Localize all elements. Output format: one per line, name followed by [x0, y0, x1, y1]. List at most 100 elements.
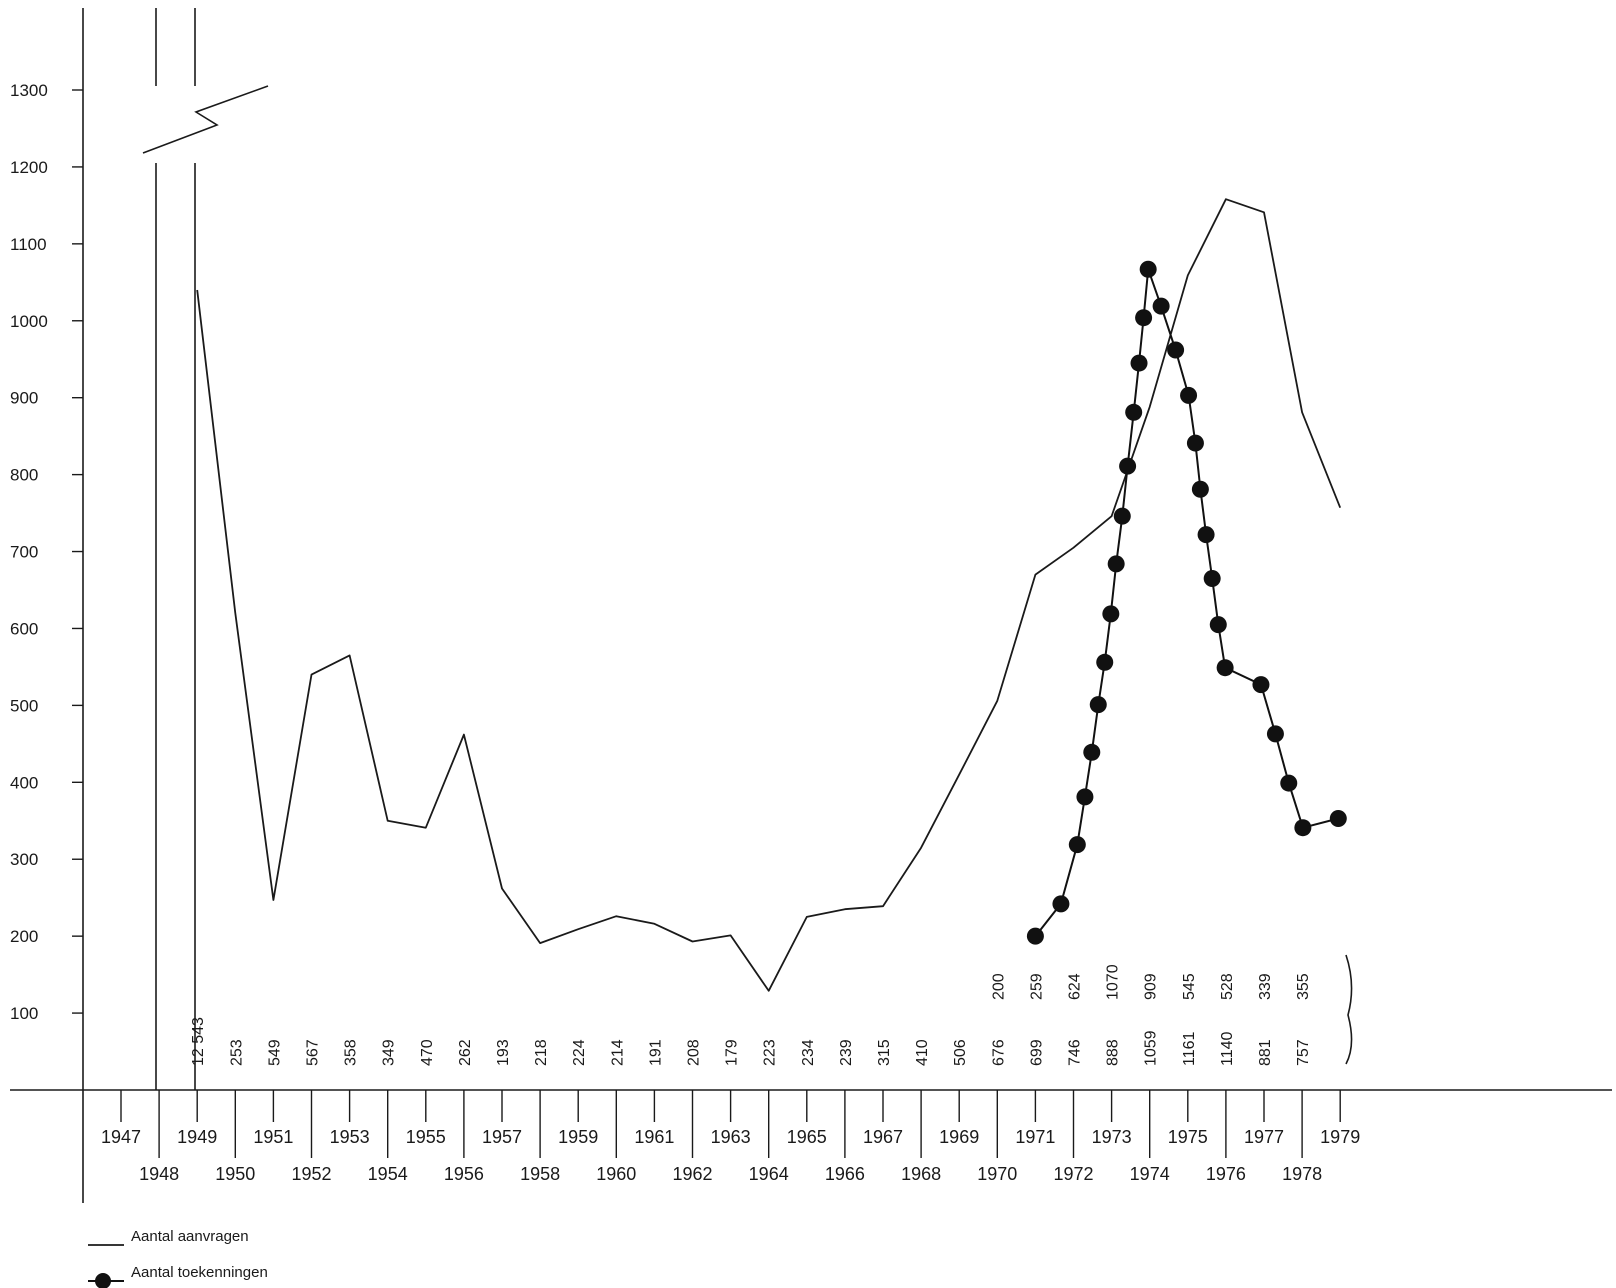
value-label-top: 1070: [1105, 964, 1122, 1000]
y-tick-label: 1200: [10, 158, 48, 177]
value-label-bottom: 191: [647, 1039, 664, 1066]
x-tick-label: 1953: [330, 1127, 370, 1147]
x-tick-label: 1976: [1206, 1164, 1246, 1184]
value-label-bottom: 1059: [1143, 1030, 1160, 1066]
series-point-toekenningen: [1152, 297, 1170, 315]
y-tick-label: 100: [10, 1004, 38, 1023]
value-label-bottom: 1140: [1219, 1031, 1236, 1066]
value-label-bottom: 224: [571, 1039, 588, 1066]
axis-break-zigzag: [142, 85, 269, 154]
x-tick-label: 1951: [253, 1127, 293, 1147]
value-label-bottom: 470: [419, 1039, 436, 1066]
x-tick-label: 1960: [596, 1164, 636, 1184]
series-point-toekenningen: [1186, 434, 1204, 452]
series-point-toekenningen: [1252, 676, 1270, 694]
series-point-toekenningen: [1209, 616, 1227, 634]
x-tick-label: 1977: [1244, 1127, 1284, 1147]
value-label-bottom: 253: [228, 1039, 245, 1066]
series-point-toekenningen: [1135, 309, 1153, 327]
x-tick-label: 1958: [520, 1164, 560, 1184]
value-label-bottom: 349: [381, 1039, 398, 1066]
series-point-toekenningen: [1203, 569, 1221, 587]
y-tick-label: 400: [10, 773, 38, 792]
x-axis-ticks: 1947 1948 1949 1950 1951 1952 1953 1954 1955 1956…: [101, 1090, 1360, 1184]
value-table-brace: [1345, 954, 1353, 1065]
value-label-top: 339: [1257, 973, 1274, 1000]
series-point-toekenningen: [1076, 788, 1094, 806]
x-tick-label: 1975: [1168, 1127, 1208, 1147]
series-point-toekenningen: [1089, 696, 1107, 714]
value-label-bottom: 358: [343, 1039, 360, 1066]
value-labels: 12 543 253 549 567 358 349 470 262 193 218 224 214 1…: [190, 954, 1353, 1066]
x-tick-label: 1974: [1130, 1164, 1170, 1184]
value-label-bottom: 757: [1295, 1039, 1312, 1066]
value-label-bottom: 676: [990, 1039, 1007, 1066]
axes: [10, 8, 1612, 1203]
x-tick-label: 1964: [749, 1164, 789, 1184]
x-tick-label: 1957: [482, 1127, 522, 1147]
value-label-bottom: 410: [914, 1039, 931, 1066]
value-label-bottom: 208: [686, 1039, 703, 1066]
x-tick-label: 1963: [711, 1127, 751, 1147]
value-label-bottom: 549: [266, 1039, 283, 1066]
value-label-top: 909: [1143, 973, 1160, 1000]
series-point-toekenningen: [1197, 526, 1215, 544]
value-label-bottom: 223: [762, 1039, 779, 1066]
x-tick-label: 1954: [368, 1164, 408, 1184]
series-point-toekenningen: [1191, 480, 1209, 498]
y-tick-label: 300: [10, 850, 38, 869]
x-tick-label: 1972: [1053, 1164, 1093, 1184]
value-label-bottom: 506: [952, 1039, 969, 1066]
series-point-toekenningen: [1180, 386, 1198, 404]
x-tick-label: 1969: [939, 1127, 979, 1147]
x-tick-label: 1961: [634, 1127, 674, 1147]
value-label-top: 200: [990, 973, 1007, 1000]
series-line-aanvragen: [196, 198, 1342, 992]
series-point-toekenningen: [1125, 403, 1143, 421]
value-label-bottom: 1161: [1181, 1031, 1198, 1066]
series-point-toekenningen: [1083, 743, 1101, 761]
y-tick-label: 200: [10, 927, 38, 946]
y-tick-label: 700: [10, 543, 38, 562]
value-label-bottom: 179: [724, 1039, 741, 1066]
y-axis-ticks: 100 200 300 400 500 600 700 800 900 1000 1100 1200 1…: [10, 81, 83, 1023]
value-label-top: 624: [1067, 973, 1084, 1000]
x-tick-label: 1968: [901, 1164, 941, 1184]
series-point-toekenningen: [1119, 457, 1137, 475]
series-point-toekenningen: [1130, 354, 1148, 372]
value-label-bottom: 234: [800, 1039, 817, 1066]
y-tick-label: 900: [10, 389, 38, 408]
x-tick-label: 1962: [672, 1164, 712, 1184]
x-tick-label: 1952: [291, 1164, 331, 1184]
value-label-bottom: 239: [838, 1039, 855, 1066]
legend: Aantal aanvragen Aantal toekenningen: [88, 1228, 268, 1288]
value-label-bottom: 881: [1257, 1039, 1274, 1066]
x-tick-label: 1978: [1282, 1164, 1322, 1184]
x-tick-label: 1949: [177, 1127, 217, 1147]
x-tick-label: 1967: [863, 1127, 903, 1147]
x-tick-label: 1948: [139, 1164, 179, 1184]
x-tick-label: 1956: [444, 1164, 484, 1184]
y-tick-label: 600: [10, 619, 38, 638]
legend-marker-dot: [95, 1273, 111, 1288]
x-tick-label: 1979: [1320, 1127, 1360, 1147]
value-label-bottom: 699: [1028, 1039, 1045, 1066]
y-tick-label: 1300: [10, 81, 48, 100]
x-tick-label: 1947: [101, 1127, 141, 1147]
x-tick-label: 1959: [558, 1127, 598, 1147]
series-line-toekenningen: [1034, 268, 1339, 937]
series-point-toekenningen: [1139, 260, 1157, 278]
series-point-toekenningen: [1113, 507, 1131, 525]
value-label-top: 545: [1181, 973, 1198, 1000]
y-tick-label: 500: [10, 696, 38, 715]
series-point-toekenningen: [1266, 725, 1284, 743]
series-point-toekenningen: [1294, 819, 1312, 837]
series-point-toekenningen: [1107, 555, 1125, 573]
y-tick-label: 1100: [10, 235, 47, 254]
value-label-top: 528: [1219, 973, 1236, 1000]
x-tick-label: 1971: [1015, 1127, 1055, 1147]
series-point-toekenningen: [1068, 836, 1086, 854]
y-tick-label: 800: [10, 466, 38, 485]
value-label-bottom: 218: [533, 1039, 550, 1066]
